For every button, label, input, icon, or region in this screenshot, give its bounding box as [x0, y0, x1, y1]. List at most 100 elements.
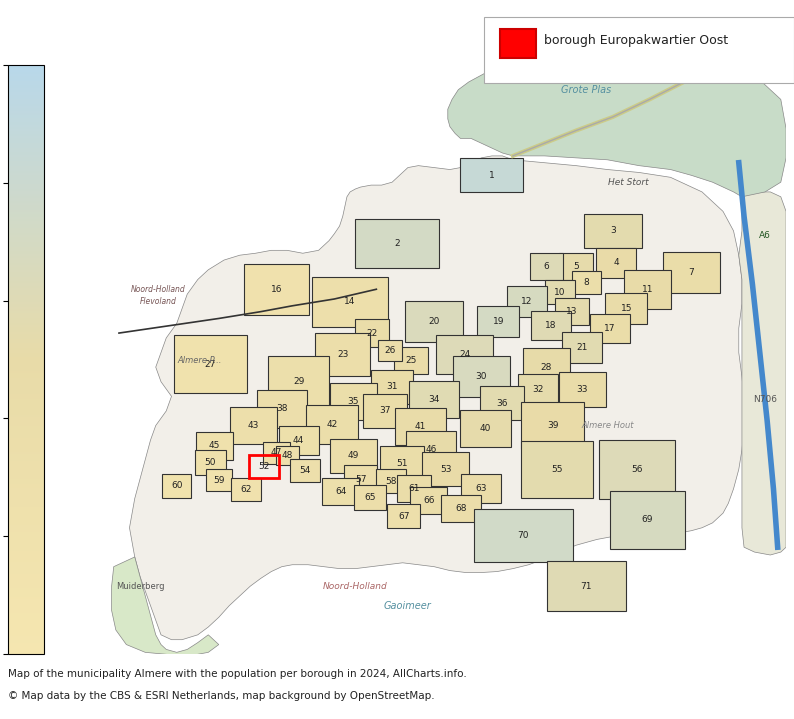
Polygon shape: [572, 271, 601, 294]
Polygon shape: [507, 286, 546, 318]
Text: 29: 29: [293, 377, 304, 386]
Polygon shape: [244, 264, 309, 315]
Polygon shape: [395, 408, 445, 445]
Text: 22: 22: [367, 329, 378, 337]
Polygon shape: [129, 156, 744, 640]
Text: Muiderberg: Muiderberg: [116, 582, 164, 590]
Text: Almere P...: Almere P...: [178, 356, 222, 365]
Polygon shape: [599, 440, 675, 498]
Text: 63: 63: [476, 485, 488, 493]
Text: 21: 21: [576, 343, 588, 352]
Polygon shape: [315, 333, 370, 376]
Text: 64: 64: [335, 487, 346, 496]
Text: 19: 19: [492, 317, 504, 326]
Text: 16: 16: [271, 285, 283, 294]
Polygon shape: [306, 405, 359, 444]
Text: 4: 4: [613, 258, 619, 267]
Polygon shape: [162, 475, 191, 498]
Polygon shape: [206, 470, 232, 491]
Polygon shape: [453, 357, 511, 398]
Text: 41: 41: [414, 422, 426, 431]
Polygon shape: [231, 478, 260, 501]
Polygon shape: [448, 27, 786, 197]
Polygon shape: [276, 446, 299, 465]
Polygon shape: [545, 280, 575, 304]
Text: 66: 66: [423, 496, 434, 505]
Text: 69: 69: [642, 516, 653, 524]
Polygon shape: [409, 381, 460, 418]
Polygon shape: [379, 340, 402, 361]
Polygon shape: [376, 470, 406, 493]
Text: 39: 39: [547, 421, 559, 430]
Polygon shape: [584, 214, 642, 248]
Polygon shape: [523, 348, 570, 387]
Polygon shape: [356, 219, 439, 268]
Text: 15: 15: [621, 304, 632, 313]
Text: 27: 27: [205, 360, 216, 369]
Polygon shape: [473, 509, 573, 562]
Polygon shape: [229, 407, 277, 444]
Polygon shape: [522, 441, 593, 498]
Polygon shape: [530, 311, 571, 340]
Text: 1: 1: [489, 171, 495, 180]
Polygon shape: [196, 432, 233, 459]
Text: 6: 6: [544, 262, 549, 271]
Text: Gaoimeer: Gaoimeer: [384, 600, 432, 610]
Text: N706: N706: [753, 395, 777, 404]
Text: 23: 23: [337, 350, 349, 359]
Polygon shape: [291, 459, 320, 482]
Polygon shape: [356, 319, 389, 347]
Polygon shape: [596, 248, 636, 278]
Polygon shape: [461, 410, 511, 447]
Text: N701: N701: [563, 50, 589, 60]
Text: 58: 58: [385, 477, 397, 485]
Polygon shape: [477, 306, 519, 337]
Polygon shape: [354, 485, 386, 510]
Text: 52: 52: [258, 462, 270, 471]
Text: 3: 3: [610, 226, 615, 235]
Polygon shape: [530, 253, 564, 280]
Text: 14: 14: [345, 298, 356, 306]
Text: 17: 17: [603, 324, 615, 333]
Text: Het Stort: Het Stort: [608, 178, 649, 187]
Text: Map of the municipality Almere with the population per borough in 2024, AllChart: Map of the municipality Almere with the …: [8, 669, 467, 679]
Text: 32: 32: [533, 385, 544, 394]
Polygon shape: [605, 293, 647, 324]
Text: 50: 50: [205, 458, 216, 467]
Polygon shape: [405, 301, 463, 342]
Polygon shape: [406, 431, 457, 468]
Text: 45: 45: [209, 441, 220, 451]
Text: 51: 51: [396, 459, 407, 468]
Polygon shape: [547, 561, 626, 611]
Text: 25: 25: [405, 356, 417, 365]
Polygon shape: [344, 465, 377, 493]
Text: © Map data by the CBS & ESRI Netherlands, map background by OpenStreetMap.: © Map data by the CBS & ESRI Netherlands…: [8, 691, 434, 701]
Text: 59: 59: [213, 475, 225, 485]
Text: 12: 12: [521, 298, 532, 306]
Text: 46: 46: [426, 445, 437, 454]
Polygon shape: [461, 475, 501, 503]
Text: 11: 11: [642, 285, 653, 294]
Text: 7: 7: [688, 268, 695, 278]
Polygon shape: [380, 446, 424, 480]
Polygon shape: [268, 357, 329, 407]
Polygon shape: [112, 557, 219, 656]
Text: 48: 48: [281, 452, 293, 460]
Text: 49: 49: [348, 452, 359, 460]
Polygon shape: [312, 277, 388, 327]
Polygon shape: [330, 383, 377, 420]
Text: 35: 35: [348, 397, 359, 406]
Polygon shape: [322, 478, 359, 505]
Polygon shape: [279, 426, 318, 454]
Text: 31: 31: [387, 382, 398, 391]
Text: 54: 54: [299, 466, 310, 475]
Text: Grote Plas: Grote Plas: [561, 85, 611, 95]
Polygon shape: [195, 450, 226, 475]
Text: 34: 34: [429, 395, 440, 404]
Polygon shape: [264, 442, 290, 464]
Text: 37: 37: [379, 406, 391, 416]
Polygon shape: [387, 504, 421, 528]
Text: 13: 13: [566, 307, 577, 316]
Text: 2: 2: [395, 239, 400, 248]
Text: 18: 18: [545, 321, 557, 330]
